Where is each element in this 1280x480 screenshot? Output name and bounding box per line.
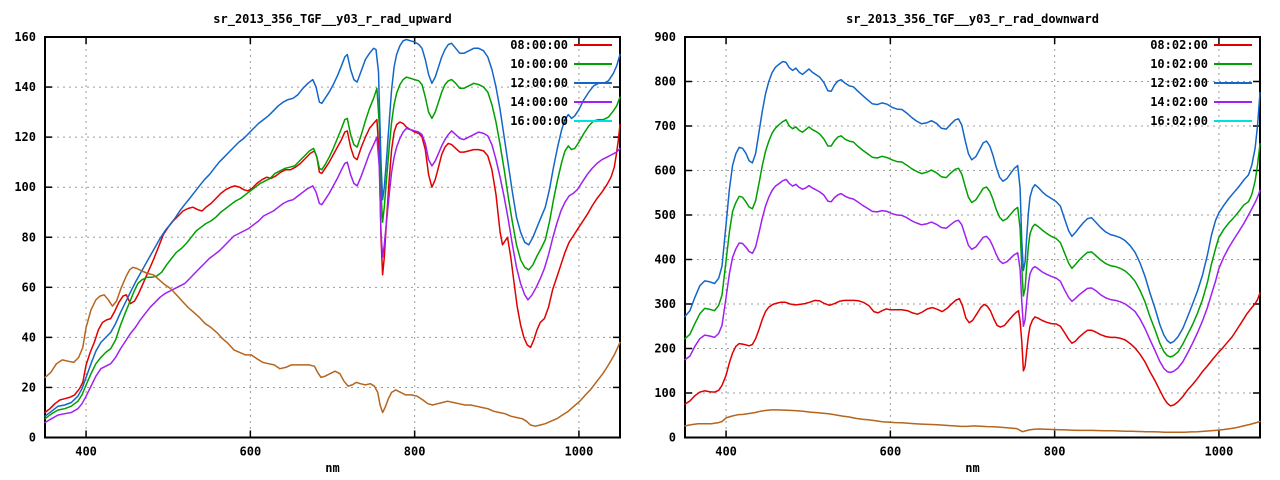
series-line-10:02:00 [684,119,1261,358]
plot-svg-upward: 0 20 40 60 80 100 120 140 160 400 600 800 1000 08:00:… [14,30,621,459]
legend: 08:00:00 10:00:00 12:00:00 14:00:00 16:00:00 [510,38,612,128]
legend-entry-16:02:00: 16:02:00 [1150,114,1252,128]
y-tick-label: 60 [22,280,36,294]
series-line-10:00:00 [44,76,621,420]
legend-entry-08:00:00: 08:00:00 [510,38,612,52]
y-tick-label: 140 [14,80,36,94]
axes [44,36,621,439]
y-tick-label: 900 [654,30,676,44]
legend-entry-10:00:00: 10:00:00 [510,57,612,71]
y-tick-label: 120 [14,130,36,144]
chart-title: sr_2013_356_TGF__y03_r_rad_upward [213,12,452,26]
y-tick-label: 100 [14,180,36,194]
y-tick-label: 0 [29,431,36,445]
x-tick-label: 600 [880,445,902,459]
legend-label: 08:00:00 [510,38,568,52]
legend-label: 14:02:00 [1150,95,1208,109]
grid [45,37,620,438]
legend-label: 16:02:00 [1150,114,1208,128]
legend-label: 10:02:00 [1150,57,1208,71]
legend-entry-08:02:00: 08:02:00 [1150,38,1252,52]
x-axis-label: nm [965,461,980,475]
legend-label: 14:00:00 [510,95,568,109]
y-tick-label: 800 [654,75,676,89]
legend-label: 16:00:00 [510,114,568,128]
legend-label: 10:00:00 [510,57,568,71]
legend-entry-10:02:00: 10:02:00 [1150,57,1252,71]
series-group [684,60,1261,433]
x-tick-label: 800 [1044,445,1066,459]
series-line-08:00:00 [44,118,621,414]
series-group [44,38,621,427]
series-line-08:02:00 [684,292,1261,407]
chart-panel-downward: sr_2013_356_TGF__y03_r_rad_downward 0 100… [640,0,1280,480]
legend-entry-16:00:00: 16:00:00 [510,114,612,128]
plot-svg-downward: 0 100 200 300 400 500 600 700 800 900 400 600 800 100… [654,30,1261,459]
series-line-12:02:00 [684,60,1261,344]
legend-label: 12:02:00 [1150,76,1208,90]
y-tick-label: 160 [14,30,36,44]
series-line-12:00:00 [44,38,621,417]
y-tick-label: 80 [22,230,36,244]
chart-title: sr_2013_356_TGF__y03_r_rad_downward [846,12,1099,26]
axes [684,36,1261,439]
x-tick-label: 1000 [1204,445,1233,459]
series-line-14:02:00 [684,178,1261,374]
legend: 08:02:00 10:02:00 12:02:00 14:02:00 16:02:00 [1150,38,1252,128]
legend-entry-14:00:00: 14:00:00 [510,95,612,109]
x-tick-label: 400 [75,445,97,459]
x-tick-label: 1000 [564,445,593,459]
chart-panel-upward: sr_2013_356_TGF__y03_r_rad_upward 0 20 40 6… [14,12,621,475]
tick-labels: 0 20 40 60 80 100 120 140 160 400 600 800 1000 [14,30,593,459]
tick-labels: 0 100 200 300 400 500 600 700 800 900 400 600 800 100… [654,30,1233,459]
legend-label: 08:02:00 [1150,38,1208,52]
legend-entry-12:02:00: 12:02:00 [1150,76,1252,90]
legend-label: 12:00:00 [510,76,568,90]
y-tick-label: 700 [654,119,676,133]
series-line-14:00:00 [44,127,621,424]
x-tick-label: 600 [240,445,262,459]
legend-entry-12:00:00: 12:00:00 [510,76,612,90]
y-tick-label: 200 [654,342,676,356]
x-tick-label: 400 [715,445,737,459]
y-tick-label: 500 [654,208,676,222]
x-axis-label: nm [325,461,340,475]
x-tick-label: 800 [404,445,426,459]
y-tick-label: 600 [654,164,676,178]
legend-entry-14:02:00: 14:02:00 [1150,95,1252,109]
plot-border [684,36,1261,439]
y-tick-label: 40 [22,330,36,344]
y-tick-label: 400 [654,253,676,267]
series-line-unlabeled-4 [684,409,1261,433]
y-tick-label: 0 [669,431,676,445]
y-tick-label: 20 [22,380,36,394]
y-tick-label: 300 [654,297,676,311]
grid [685,37,1260,438]
series-line-unlabeled-4 [44,266,621,427]
y-tick-label: 100 [654,386,676,400]
